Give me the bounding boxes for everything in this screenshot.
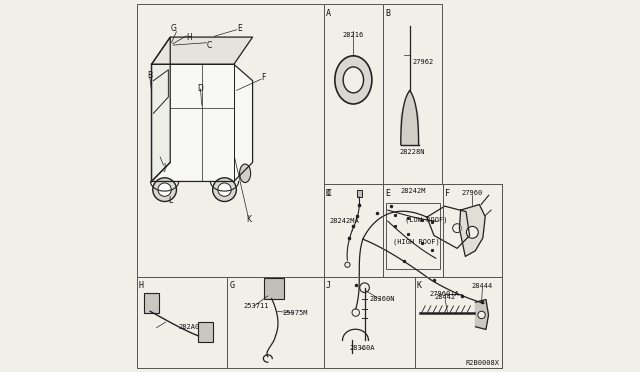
Text: 27960+A: 27960+A (430, 291, 460, 297)
Polygon shape (152, 37, 253, 64)
Text: D: D (326, 189, 331, 198)
Circle shape (360, 283, 369, 292)
Text: 28242M: 28242M (400, 187, 426, 194)
Bar (227, 277, 324, 368)
Bar (136, 277, 227, 368)
Polygon shape (401, 91, 419, 145)
Text: 28228N: 28228N (400, 149, 426, 155)
Text: 28242MA: 28242MA (330, 218, 359, 224)
Bar (324, 277, 415, 368)
Polygon shape (152, 37, 170, 182)
Text: 28360N: 28360N (370, 296, 396, 302)
Bar (136, 4, 324, 277)
Text: B: B (147, 71, 152, 80)
Ellipse shape (239, 164, 251, 183)
Text: K: K (417, 281, 422, 290)
Text: F: F (262, 73, 266, 83)
Text: 253711: 253711 (243, 303, 269, 309)
Text: 28360A: 28360A (349, 344, 374, 351)
Text: G: G (230, 281, 235, 290)
Text: (LOW ROOF): (LOW ROOF) (405, 216, 447, 222)
Circle shape (452, 224, 461, 232)
Text: L: L (168, 196, 172, 205)
Text: 25975M: 25975M (282, 310, 308, 316)
Circle shape (478, 311, 485, 319)
Text: (HIGH ROOF): (HIGH ROOF) (393, 238, 440, 245)
Text: J: J (326, 281, 331, 290)
Text: C: C (326, 189, 331, 198)
Text: 27960: 27960 (461, 190, 483, 196)
Text: 28216: 28216 (343, 32, 364, 38)
Polygon shape (152, 64, 253, 182)
Text: J: J (163, 163, 166, 172)
Text: 27962: 27962 (413, 59, 434, 65)
Ellipse shape (335, 56, 372, 104)
Circle shape (158, 183, 172, 196)
Polygon shape (476, 299, 488, 330)
Bar (443, 184, 502, 277)
Text: D: D (197, 84, 203, 93)
Circle shape (218, 183, 231, 196)
Bar (264, 278, 284, 299)
Text: B: B (385, 9, 390, 18)
Bar (198, 322, 213, 342)
Text: H: H (186, 33, 192, 42)
Circle shape (467, 227, 478, 238)
Text: 28444: 28444 (472, 283, 493, 289)
Circle shape (345, 262, 350, 267)
Bar (386, 203, 440, 269)
Bar (383, 4, 442, 184)
Text: 282A0: 282A0 (179, 324, 200, 330)
Bar (324, 184, 502, 368)
Bar (357, 190, 362, 197)
Text: H: H (139, 281, 144, 290)
Bar (324, 4, 383, 184)
Ellipse shape (343, 67, 364, 93)
Polygon shape (460, 205, 485, 256)
Text: K: K (246, 215, 252, 224)
Circle shape (212, 178, 236, 202)
Bar (383, 184, 443, 277)
Bar (480, 304, 484, 307)
Text: E: E (237, 25, 242, 33)
Text: E: E (385, 189, 390, 198)
Circle shape (352, 309, 360, 316)
Bar (415, 277, 502, 368)
Text: A: A (326, 9, 331, 18)
Bar (324, 184, 383, 277)
Text: G: G (171, 25, 177, 33)
Circle shape (153, 178, 177, 202)
Bar (144, 293, 159, 313)
Text: F: F (445, 189, 451, 198)
Text: 28442: 28442 (435, 294, 456, 300)
Text: C: C (207, 41, 212, 50)
Text: R2B0008X: R2B0008X (466, 360, 500, 366)
